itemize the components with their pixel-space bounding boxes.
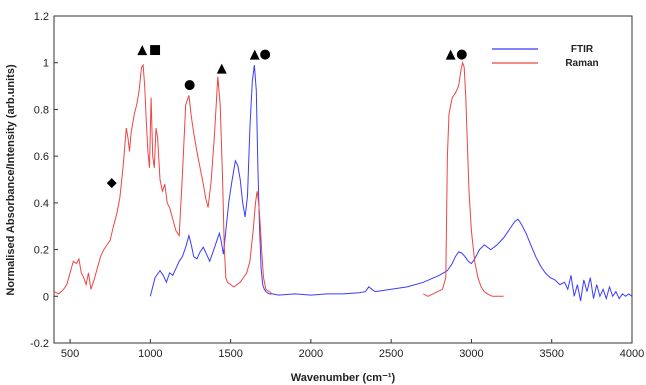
y-tick-label: 0.2: [34, 245, 49, 257]
series-line-raman-1: [53, 63, 273, 295]
x-tick-label: 3000: [459, 348, 483, 360]
x-tick-label: 1500: [218, 348, 242, 360]
x-tick-label: 2500: [379, 348, 403, 360]
peak-marker: ●: [184, 77, 195, 92]
legend-label-raman: Raman: [565, 58, 598, 69]
plot-area: [53, 15, 633, 344]
y-tick-label: 0.8: [34, 104, 49, 116]
y-tick-label: -0.2: [30, 338, 49, 350]
peak-marker: ▲: [446, 47, 456, 62]
y-axis-title: Normalised Absorbance/Intensity (arb.uni…: [5, 64, 17, 296]
x-tick-label: 3500: [539, 348, 563, 360]
y-tick-label: 0.6: [34, 151, 49, 163]
x-tick-label: 2000: [299, 348, 323, 360]
y-tick-label: 1.2: [34, 11, 49, 23]
x-axis-title: Wavenumber (cm⁻¹): [291, 372, 396, 384]
x-tick-label: 4000: [620, 348, 644, 360]
series-line-raman-2: [423, 60, 504, 297]
legend-label-ftir: FTIR: [571, 44, 594, 55]
peak-marker: ●: [456, 47, 467, 62]
axes: 500 1000 1500 2000 2500 3000 3500 4000 -0.2 0 0.2 0…: [30, 11, 644, 360]
series-lines: [53, 60, 633, 302]
peak-marker: ▲: [137, 42, 147, 57]
x-tick-label: 500: [61, 348, 79, 360]
peak-marker: ■: [149, 42, 161, 57]
x-tick-label: 1000: [138, 348, 162, 360]
peak-marker: ◆: [107, 176, 117, 191]
series-line-ftir-0: [149, 65, 633, 302]
y-tick-label: 0.4: [34, 198, 49, 210]
legend: FTIR Raman: [492, 44, 599, 69]
peak-marker: ●: [259, 47, 270, 62]
y-tick-label: 0: [43, 291, 49, 303]
y-tick-label: 1: [43, 58, 49, 70]
annotation-markers: ▲ ■●▲▲ ●◆▲ ●: [107, 42, 468, 190]
peak-marker: ▲: [250, 47, 260, 62]
peak-marker: ▲: [217, 61, 227, 76]
